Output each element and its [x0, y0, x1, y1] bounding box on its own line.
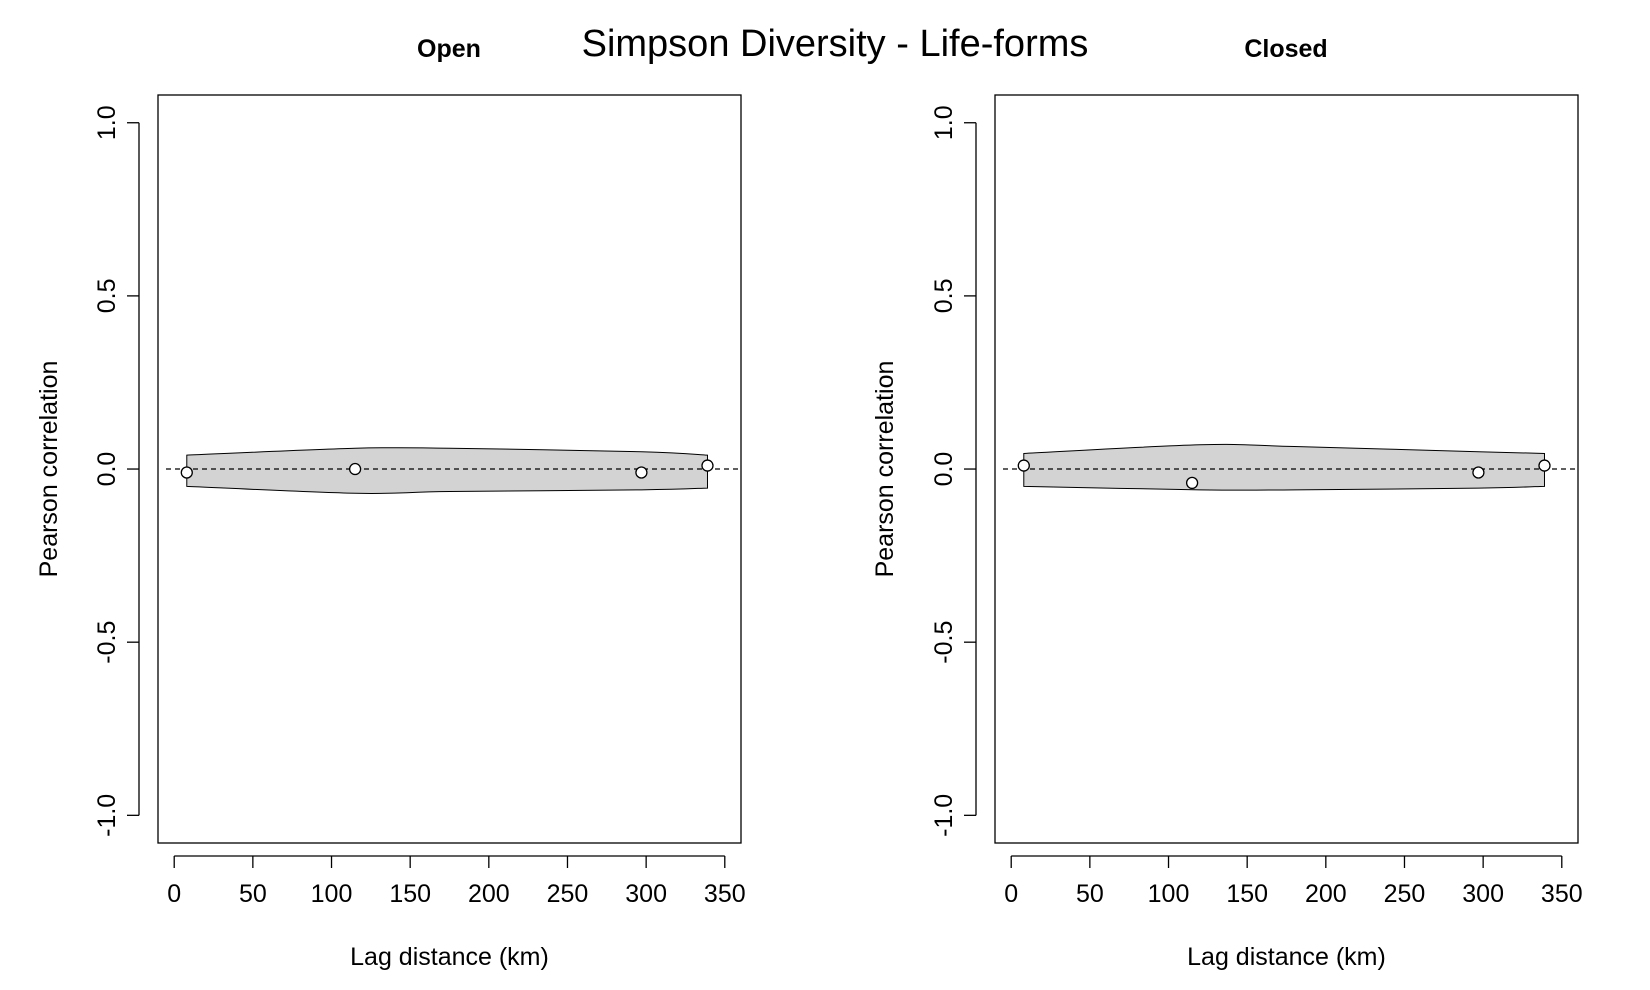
x-axis-label: Lag distance (km) [1187, 943, 1386, 971]
x-tick-label: 300 [625, 880, 667, 908]
y-tick-label: 0.5 [93, 279, 121, 314]
y-tick-label: -1.0 [930, 794, 958, 837]
data-point [635, 466, 648, 479]
y-tick-label: 0.5 [930, 279, 958, 314]
x-tick-label: 350 [1541, 880, 1583, 908]
data-point [1538, 459, 1551, 472]
x-tick-label: 0 [167, 880, 181, 908]
panel-title: Closed [1244, 35, 1327, 63]
data-point [701, 459, 714, 472]
y-tick-label: -0.5 [93, 621, 121, 664]
panel-open: Open 0 50 100 150 200 250 300 350 Lag distance (k… [35, 35, 746, 971]
plot-frame [157, 94, 742, 844]
y-tick-label: -1.0 [93, 794, 121, 837]
data-point [1017, 459, 1030, 472]
figure-title: Simpson Diversity - Life-forms [582, 23, 1089, 65]
data-point [180, 466, 193, 479]
data-point [348, 462, 362, 476]
y-tick-label: 1.0 [93, 105, 121, 140]
y-axis-label: Pearson correlation [871, 361, 899, 578]
x-tick-label: 50 [239, 880, 267, 908]
x-tick-label: 250 [547, 880, 589, 908]
x-tick-label: 200 [468, 880, 510, 908]
x-tick-label: 350 [704, 880, 746, 908]
plot-frame [994, 94, 1579, 844]
x-tick-label: 200 [1305, 880, 1347, 908]
x-axis-label: Lag distance (km) [350, 943, 549, 971]
x-tick-label: 50 [1076, 880, 1104, 908]
confidence-envelope [186, 447, 708, 494]
panel-closed: Closed 0 50 100 150 200 250 300 350 Lag distance … [871, 35, 1583, 971]
y-tick-label: 0.0 [93, 452, 121, 487]
y-axis-label: Pearson correlation [35, 361, 63, 578]
y-tick-label: 0.0 [930, 452, 958, 487]
confidence-envelope [1023, 443, 1545, 491]
y-tick-label: -0.5 [930, 621, 958, 664]
x-tick-label: 0 [1004, 880, 1018, 908]
x-tick-label: 250 [1384, 880, 1426, 908]
x-tick-label: 100 [1148, 880, 1190, 908]
x-tick-label: 100 [311, 880, 353, 908]
data-point [1185, 476, 1199, 490]
y-tick-label: 1.0 [930, 105, 958, 140]
x-tick-label: 150 [1226, 880, 1268, 908]
data-point [1472, 466, 1485, 479]
panel-title: Open [417, 35, 481, 63]
x-tick-label: 150 [389, 880, 431, 908]
x-tick-label: 300 [1462, 880, 1504, 908]
